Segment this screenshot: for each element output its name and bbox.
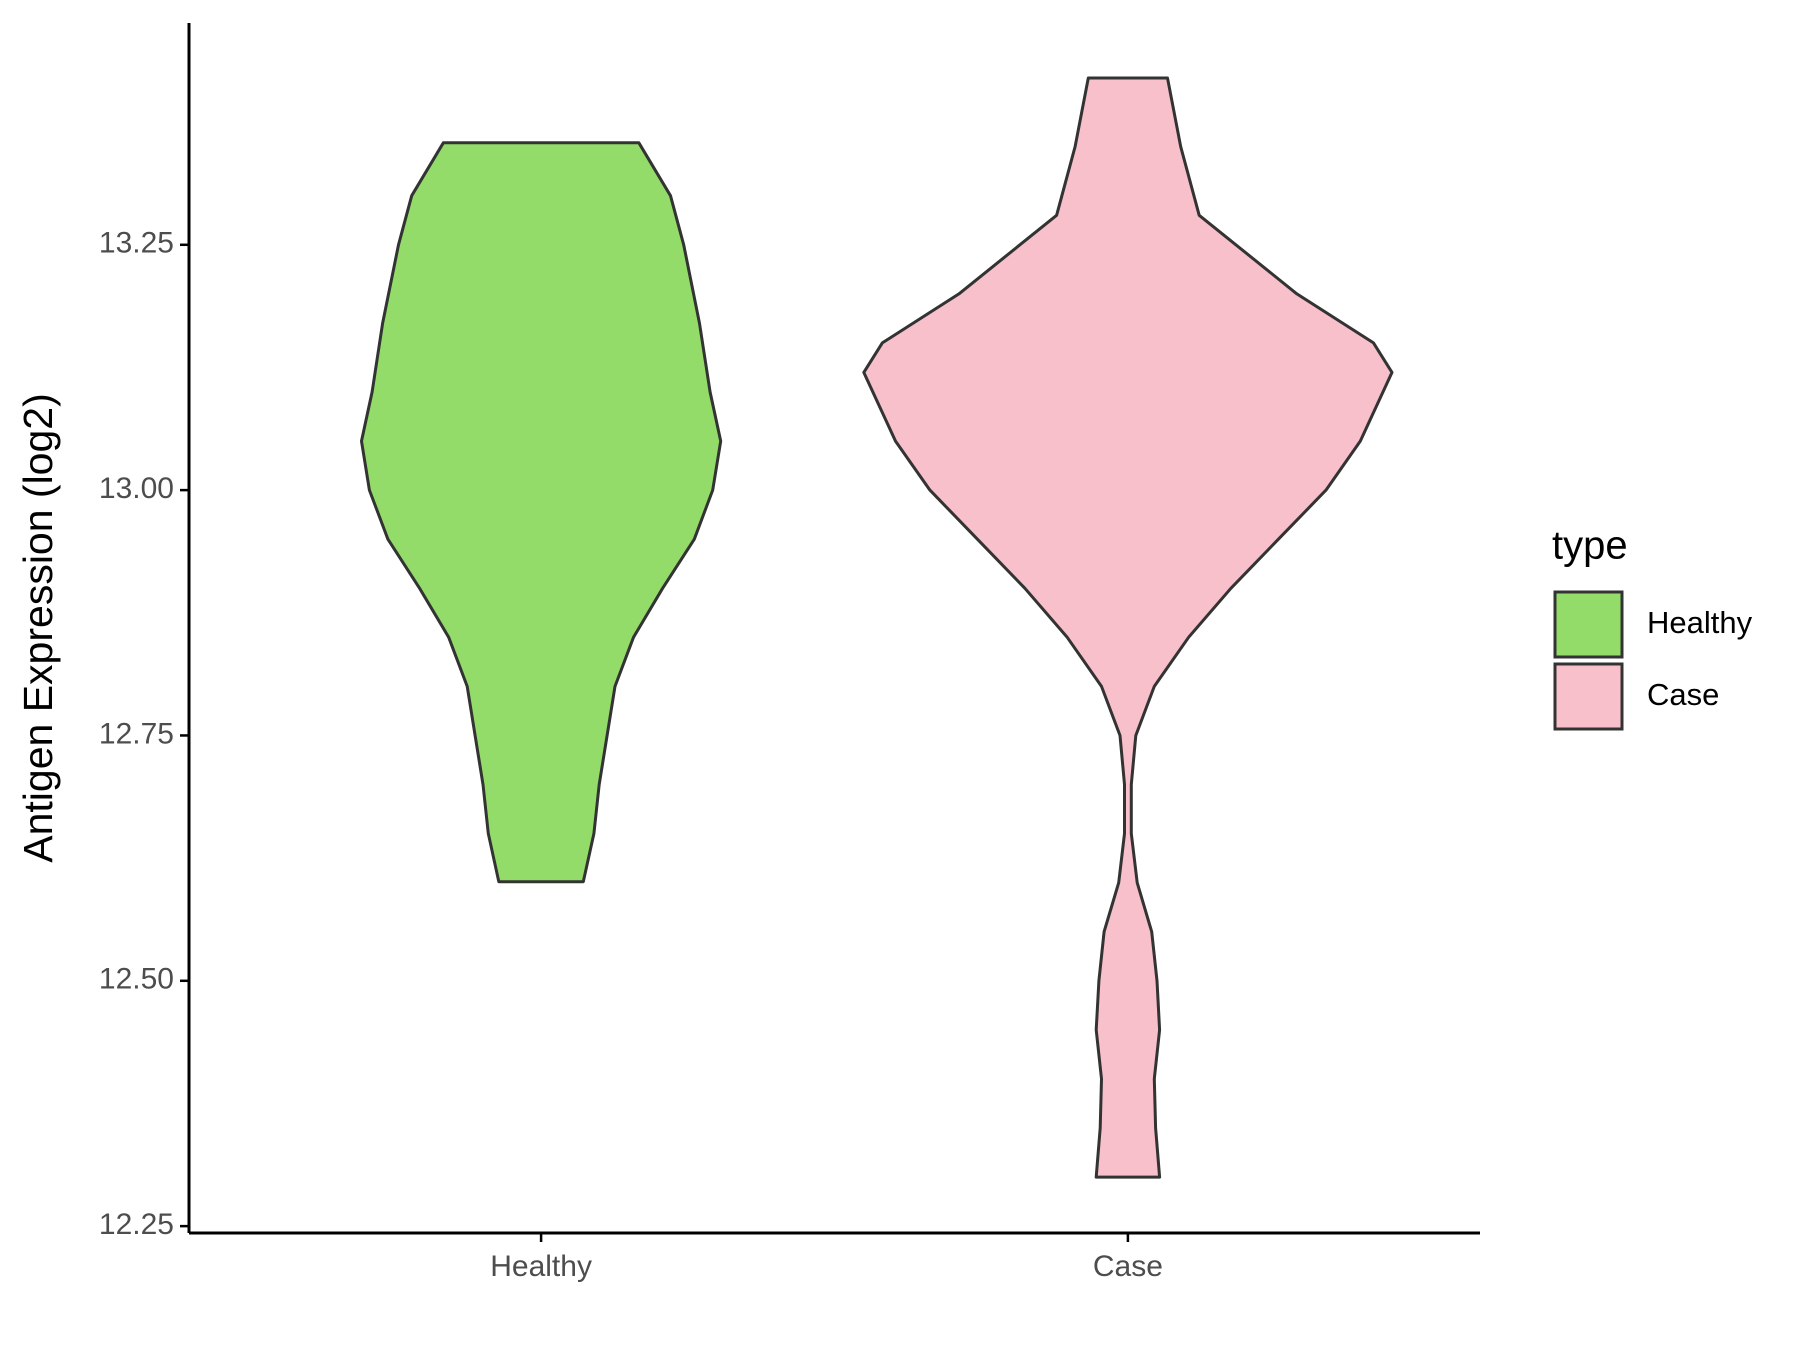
x-tick-label: Healthy <box>490 1250 592 1283</box>
violin <box>360 141 723 884</box>
y-tick-label: 12.50 <box>99 963 174 996</box>
legend-swatch <box>1553 662 1624 731</box>
legend-title: type <box>1552 524 1628 568</box>
x-tick-label: Case <box>1093 1250 1163 1283</box>
legend-swatch <box>1553 590 1624 659</box>
violin <box>862 76 1394 1179</box>
legend-label: Case <box>1647 677 1719 712</box>
y-tick-label: 12.75 <box>99 717 174 750</box>
y-tick-label: 13.25 <box>99 227 174 260</box>
y-tick-label: 13.00 <box>99 472 174 505</box>
y-axis-title: Antigen Expression (log2) <box>15 393 61 862</box>
y-tick-label: 12.25 <box>99 1208 174 1241</box>
legend-label: Healthy <box>1647 605 1753 640</box>
